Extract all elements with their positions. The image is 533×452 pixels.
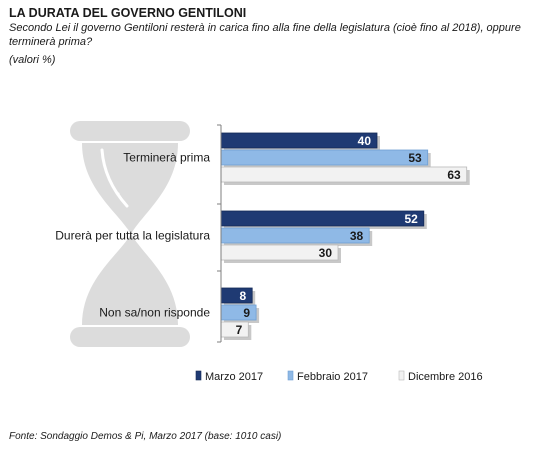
values-note: (valori %) — [9, 54, 56, 66]
hourglass-illustration — [70, 121, 190, 347]
category-label-non-sa-non-risponde: Non sa/non risponde — [99, 306, 210, 320]
hourglass-sparkle — [116, 192, 120, 196]
bar-value-label: 63 — [447, 168, 461, 182]
bar-value-label: 40 — [358, 134, 372, 148]
bar-value-label: 53 — [408, 151, 422, 165]
bar-marzo-2017-terminera-prima — [220, 132, 378, 149]
bar-value-label: 9 — [243, 306, 250, 320]
legend-swatch-marzo-2017 — [195, 370, 202, 381]
hourglass-lower-bulb — [82, 234, 178, 325]
bar-chart: 40 53 63 52 38 30 8 97 Terminerà prima Durerà pe… — [55, 121, 483, 383]
source-note: Fonte: Sondaggio Demos & Pi, Marzo 2017 … — [9, 431, 282, 442]
category-labels: Terminerà prima Durerà per tutta la legis… — [55, 151, 210, 320]
legend-swatch-dicembre-2016 — [398, 370, 405, 381]
category-label-terminera-prima: Terminerà prima — [123, 151, 210, 165]
bar-dicembre-2016-terminera-prima — [220, 166, 468, 183]
bar-value-label: 7 — [236, 323, 243, 337]
legend: Marzo 2017 Febbraio 2017 Dicembre 2016 — [195, 370, 483, 383]
hourglass-sparkle — [122, 200, 126, 204]
chart-subtitle: Secondo Lei il governo Gentiloni resterà… — [9, 22, 521, 48]
bar-febbraio-2017-terminera-prima — [220, 149, 429, 166]
category-label-durera-per-tutta-la-legislatura: Durerà per tutta la legislatura — [55, 229, 210, 243]
legend-label-marzo-2017: Marzo 2017 — [205, 371, 263, 383]
legend-label-dicembre-2016: Dicembre 2016 — [408, 371, 483, 383]
chart-title: La durata del Governo Gentiloni — [9, 6, 247, 20]
bar-value-label: 38 — [350, 229, 364, 243]
hourglass-bottom-cap — [70, 327, 190, 347]
bar-value-label: 30 — [319, 246, 333, 260]
legend-label-febbraio-2017: Febbraio 2017 — [297, 371, 368, 383]
bar-febbraio-2017-durera-per-tutta-la-legislatura — [220, 227, 370, 244]
hourglass-top-cap — [70, 121, 190, 141]
bar-value-label: 8 — [240, 289, 247, 303]
bar-marzo-2017-non-sa-non-risponde — [220, 287, 253, 304]
bars-group: 40 53 63 52 38 30 8 97 — [220, 132, 470, 340]
bar-value-label: 52 — [404, 212, 418, 226]
bar-febbraio-2017-non-sa-non-risponde — [220, 304, 257, 321]
bar-marzo-2017-durera-per-tutta-la-legislatura — [220, 210, 425, 227]
legend-swatch-febbraio-2017 — [287, 370, 294, 381]
